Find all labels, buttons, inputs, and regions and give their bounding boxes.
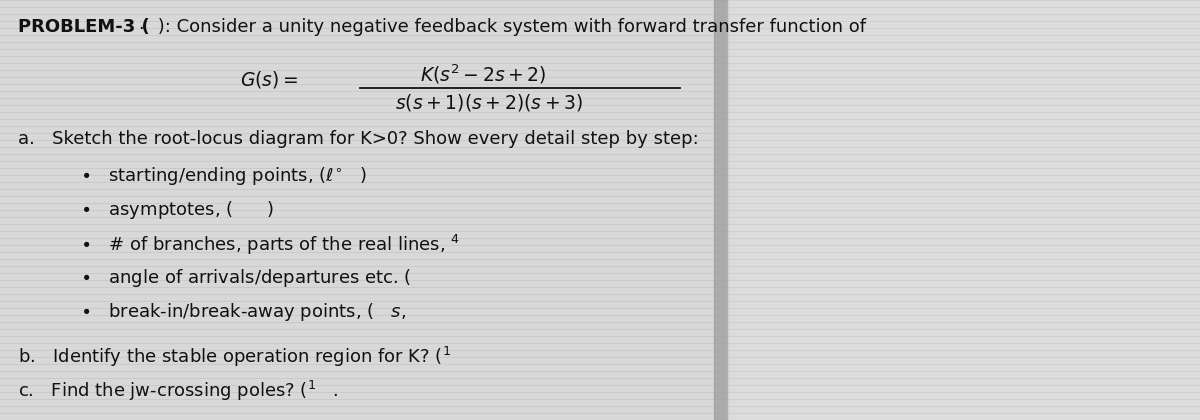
- Text: $\bullet$   break-in/break-away points, (   $\mathit{s}$,: $\bullet$ break-in/break-away points, ( …: [80, 301, 406, 323]
- Text: $\bullet$   # of branches, parts of the real lines, ${}^{\mathit{4}}$: $\bullet$ # of branches, parts of the re…: [80, 233, 460, 257]
- Text: $\bullet$   angle of arrivals/departures etc. (: $\bullet$ angle of arrivals/departures e…: [80, 267, 412, 289]
- Text: c.   Find the jw-crossing poles? (${}^{1}$   .: c. Find the jw-crossing poles? (${}^{1}$…: [18, 379, 338, 403]
- Text: b.   Identify the stable operation region for K? (${}^{1}$: b. Identify the stable operation region …: [18, 345, 451, 369]
- Text: $s(s + 1)(s + 2)(s + 3)$: $s(s + 1)(s + 2)(s + 3)$: [395, 92, 583, 113]
- Text: $G(s) =$: $G(s) =$: [240, 69, 299, 90]
- Text: PROBLEM-3 (: PROBLEM-3 (: [18, 18, 150, 36]
- Text: $\bullet$   starting/ending points, ($\ell^{\circ}$   ): $\bullet$ starting/ending points, ($\ell…: [80, 165, 367, 187]
- Text: ): Consider a unity negative feedback system with forward transfer function of: ): Consider a unity negative feedback sy…: [152, 18, 866, 36]
- Text: a.   Sketch the root-locus diagram for K>0? Show every detail step by step:: a. Sketch the root-locus diagram for K>0…: [18, 130, 698, 148]
- Text: $\bullet$   asymptotes, (      ): $\bullet$ asymptotes, ( ): [80, 199, 275, 221]
- Bar: [728, 0, 1200, 420]
- Text: $\cdot$: $\cdot$: [138, 18, 144, 36]
- Bar: [714, 0, 728, 420]
- Text: $K(s^2 - 2s + 2)$: $K(s^2 - 2s + 2)$: [420, 62, 546, 86]
